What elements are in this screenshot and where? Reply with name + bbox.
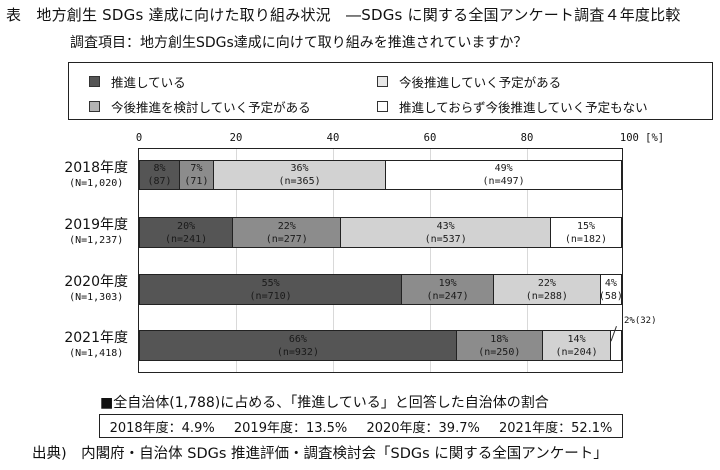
legend-swatch-dark: [89, 76, 100, 87]
legend-item-not-planning: 推進しておらず今後推進していく予定もない: [377, 97, 648, 116]
segment-pct: 55%: [261, 277, 280, 289]
segment-pct: 19%: [438, 277, 457, 289]
segment-planning: 43% (n=537): [341, 217, 551, 248]
callout-2021-not-planning: 2%(32): [624, 316, 657, 326]
legend-label: 今後推進していく予定がある: [399, 75, 562, 90]
row-label-2019: 2019年度 (N=1,237): [64, 217, 128, 247]
chart-title: 表 地方創生 SDGs 達成に向けた取り組み状況 ―SDGs に関する全国アンケ…: [6, 6, 681, 24]
sample-size: (N=1,303): [69, 292, 124, 303]
x-tick-80: 80: [520, 132, 534, 144]
segment-considering: 22% (n=277): [233, 217, 342, 248]
bar-2021: 66% (n=932) 18% (n=250) 14% (n=204): [139, 330, 622, 361]
row-label-2021: 2021年度 (N=1,418): [64, 330, 128, 360]
segment-pct: 49%: [494, 163, 513, 174]
segment-count: (n=710): [249, 290, 292, 302]
segment-count: (n=182): [564, 233, 608, 245]
segment-count: (n=288): [525, 290, 568, 302]
ratio-2018: 2018年度：4.9%: [109, 420, 215, 436]
legend-label: 推進しておらず今後推進していく予定もない: [399, 100, 648, 115]
segment-planning: 22% (n=288): [494, 274, 601, 305]
gridline: [430, 149, 431, 372]
ratio-heading: ■全自治体(1,788)に占める、「推進している」と回答した自治体の割合: [100, 395, 549, 411]
segment-count: (58): [598, 290, 623, 302]
legend-item-considering: 今後推進を検討していく予定がある: [89, 97, 311, 116]
segment-not-planning: 49% (n=497): [386, 160, 622, 190]
legend-item-promoting: 推進している: [89, 72, 186, 91]
segment-count: (n=241): [165, 233, 208, 245]
segment-count: (n=365): [278, 176, 321, 187]
segment-pct: 20%: [177, 220, 196, 232]
segment-pct: 8%: [153, 163, 166, 174]
segment-considering: 18% (n=250): [456, 330, 543, 361]
segment-count: (87): [147, 176, 172, 187]
x-tick-20: 20: [229, 132, 243, 144]
gridline: [236, 149, 237, 372]
ratio-box: 2018年度：4.9% 2019年度：13.5% 2020年度：39.7% 20…: [99, 414, 623, 438]
ratio-2020: 2020年度：39.7%: [366, 420, 480, 436]
sample-size: (N=1,237): [69, 235, 124, 246]
segment-pct: 22%: [277, 220, 296, 232]
segment-promoting: 20% (n=241): [139, 217, 234, 248]
segment-planning: 36% (n=365): [213, 160, 387, 190]
segment-count: (n=250): [478, 346, 521, 358]
legend-swatch-medium: [89, 101, 100, 112]
segment-count: (n=247): [426, 290, 469, 302]
year-label: 2019年度: [64, 217, 128, 233]
legend-item-planning: 今後推進していく予定がある: [377, 72, 561, 91]
segment-pct: 15%: [576, 220, 595, 232]
ratio-2019: 2019年度：13.5%: [233, 420, 348, 436]
segment-pct: 4%: [604, 277, 617, 289]
row-label-2018: 2018年度 (N=1,020): [64, 160, 128, 190]
segment-not-planning: 4% (58): [598, 274, 623, 305]
sample-size: (N=1,418): [69, 348, 124, 359]
legend-swatch-white: [377, 101, 388, 112]
segment-pct: 43%: [436, 220, 455, 232]
bar-2019: 20% (n=241) 22% (n=277) 43% (n=537) 15% …: [139, 217, 622, 248]
segment-not-planning: [611, 330, 622, 361]
survey-question: 調査項目：地方創生SDGs達成に向けて取り組みを推進されていますか？: [70, 35, 528, 51]
x-tick-60: 60: [423, 132, 437, 144]
legend-label: 今後推進を検討していく予定がある: [111, 100, 311, 115]
segment-considering: 7% (71): [180, 160, 214, 190]
segment-promoting: 66% (n=932): [139, 330, 457, 361]
segment-count: (71): [184, 176, 209, 187]
segment-count: (n=537): [424, 233, 467, 245]
x-tick-40: 40: [326, 132, 340, 144]
x-tick-100: 100 [%]: [619, 132, 665, 144]
x-tick-0: 0: [135, 132, 143, 144]
row-label-2020: 2020年度 (N=1,303): [64, 274, 128, 304]
legend-label: 推進している: [111, 75, 186, 90]
segment-pct: 7%: [190, 163, 203, 174]
bar-2020: 55% (n=710) 19% (n=247) 22% (n=288) 4% (…: [139, 274, 623, 305]
year-label: 2021年度: [64, 330, 128, 346]
source-note: 出典) 内閣府・自治体 SDGs 推進評価・調査検討会「SDGs に関する全国ア…: [32, 446, 608, 462]
segment-planning: 14% (n=204): [542, 330, 612, 361]
bar-2018: 8% (87) 7% (71) 36% (n=365) 49% (n=497): [139, 160, 622, 190]
segment-not-planning: 15% (n=182): [550, 217, 622, 248]
segment-pct: 22%: [537, 277, 556, 289]
segment-count: (n=932): [276, 346, 319, 358]
year-label: 2020年度: [64, 274, 128, 290]
segment-considering: 19% (n=247): [402, 274, 494, 305]
plot-area: 8% (87) 7% (71) 36% (n=365) 49% (n=497) …: [138, 148, 623, 373]
ratio-2021: 2021年度：52.1%: [499, 420, 613, 436]
segment-count: (n=204): [555, 346, 598, 358]
legend-swatch-light: [377, 76, 388, 87]
segment-pct: 66%: [288, 333, 307, 345]
segment-pct: 36%: [290, 163, 309, 174]
segment-promoting: 55% (n=710): [139, 274, 403, 305]
segment-count: (n=277): [265, 233, 308, 245]
year-label: 2018年度: [64, 160, 128, 176]
segment-pct: 14%: [567, 333, 586, 345]
sample-size: (N=1,020): [69, 178, 124, 189]
gridline: [527, 149, 528, 372]
gridline: [333, 149, 334, 372]
segment-promoting: 8% (87): [139, 160, 181, 190]
segment-pct: 18%: [490, 333, 509, 345]
segment-count: (n=497): [482, 176, 525, 187]
legend: 推進している 今後推進していく予定がある 今後推進を検討していく予定がある 推進…: [68, 62, 713, 120]
